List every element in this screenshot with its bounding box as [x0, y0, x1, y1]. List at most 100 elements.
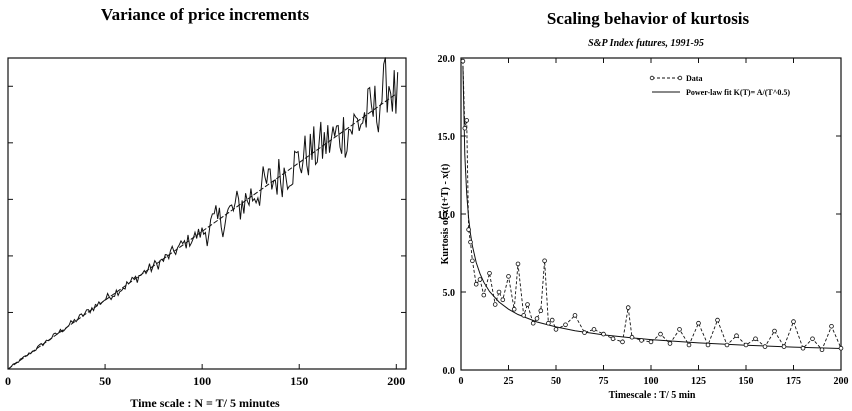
kurtosis-data-point	[511, 306, 517, 312]
kurtosis-y-tick-label: 10.0	[438, 210, 456, 221]
kurtosis-data-point	[481, 292, 487, 298]
kurtosis-data-point	[620, 339, 625, 345]
kurtosis-x-tick-label: 200	[834, 376, 849, 387]
kurtosis-data-point	[800, 345, 806, 351]
kurtosis-data-point	[542, 258, 547, 264]
variance-plot-frame	[7, 57, 407, 370]
kurtosis-data-point	[530, 320, 536, 326]
kurtosis-x-tick-label: 50	[551, 376, 561, 387]
kurtosis-data-point	[487, 270, 492, 276]
kurtosis-data-point	[462, 125, 468, 131]
kurtosis-data-point	[515, 261, 521, 267]
kurtosis-data-point	[477, 277, 483, 282]
kurtosis-data-point	[549, 317, 555, 323]
kurtosis-data-point	[572, 313, 578, 318]
kurtosis-data-point	[772, 328, 777, 334]
kurtosis-x-axis-label: Timescale : T/ 5 min	[609, 390, 696, 401]
kurtosis-x-tick-label: 125	[691, 376, 706, 387]
variance-chart: Variance of price increments 0 50 100 150 20…	[5, 5, 407, 410]
kurtosis-legend: Data Power-law fit K(T)= A/(T^0.5)	[649, 74, 790, 97]
kurtosis-data-point	[546, 320, 551, 326]
legend-data-marker	[677, 75, 683, 81]
kurtosis-x-ticks: 0 25 50 75 100 125 150 175 200	[459, 58, 849, 387]
kurtosis-x-tick-label: 100	[644, 376, 659, 387]
variance-data-line	[7, 57, 399, 370]
kurtosis-data-point	[525, 302, 530, 307]
kurtosis-data-point	[781, 344, 787, 349]
legend-data-marker	[649, 75, 655, 81]
kurtosis-data-point	[582, 330, 587, 335]
kurtosis-data-point	[734, 333, 739, 339]
kurtosis-data-point	[658, 331, 663, 337]
kurtosis-y-tick-label: 0.0	[443, 366, 456, 377]
kurtosis-chart: Scaling behavior of kurtosis S&P Index f…	[438, 9, 849, 401]
kurtosis-data-point	[724, 342, 730, 348]
kurtosis-data-point	[810, 336, 815, 342]
kurtosis-data-point	[538, 308, 544, 314]
variance-y-tick-marks	[8, 85, 406, 313]
variance-fit-line	[7, 93, 397, 370]
kurtosis-data-point	[762, 344, 768, 349]
kurtosis-chart-title: Scaling behavior of kurtosis	[547, 9, 750, 28]
kurtosis-data-point	[686, 342, 692, 348]
kurtosis-data-point	[625, 305, 631, 310]
kurtosis-x-tick-label: 75	[599, 376, 609, 387]
kurtosis-data-point	[492, 302, 498, 307]
kurtosis-fit-line	[462, 65, 842, 349]
kurtosis-data-point	[829, 323, 834, 329]
kurtosis-x-tick-label: 25	[504, 376, 514, 387]
kurtosis-chart-subtitle: S&P Index futures, 1991-95	[588, 38, 704, 49]
kurtosis-data-point	[791, 319, 796, 324]
variance-x-tick-label: 200	[387, 374, 405, 388]
variance-chart-title: Variance of price increments	[101, 5, 310, 24]
kurtosis-data-point	[610, 336, 616, 342]
kurtosis-data-point	[466, 227, 471, 232]
kurtosis-data-point	[677, 327, 682, 332]
kurtosis-data-point	[715, 317, 720, 323]
variance-series-group	[7, 57, 399, 370]
kurtosis-data-point	[521, 313, 526, 318]
kurtosis-data-point	[464, 118, 470, 123]
kurtosis-data-point	[563, 322, 568, 328]
kurtosis-x-tick-label: 0	[459, 376, 464, 387]
kurtosis-data-point	[639, 338, 644, 343]
kurtosis-plot-frame	[460, 57, 842, 371]
kurtosis-data-point	[553, 327, 559, 332]
kurtosis-data-line	[462, 61, 842, 351]
kurtosis-y-tick-label: 15.0	[438, 132, 456, 143]
kurtosis-data-point	[601, 331, 606, 337]
legend-data-label: Data	[686, 74, 702, 83]
kurtosis-data-point	[629, 334, 635, 340]
legend-fit-label: Power-law fit K(T)= A/(T^0.5)	[686, 88, 790, 97]
variance-x-tick-label: 50	[99, 374, 111, 388]
kurtosis-y-ticks: 0.0 5.0 10.0 15.0 20.0	[438, 54, 841, 377]
kurtosis-data-point	[705, 342, 711, 348]
variance-x-axis-label: Time scale : N = T/ 5 minutes	[130, 396, 280, 410]
kurtosis-data-point	[500, 297, 506, 303]
variance-x-ticks: 0 50 100 150 200	[5, 364, 405, 388]
kurtosis-data-point	[696, 320, 701, 326]
kurtosis-data-point	[470, 258, 475, 264]
kurtosis-y-tick-label: 5.0	[443, 288, 456, 299]
variance-x-tick-label: 0	[5, 374, 11, 388]
kurtosis-data-point	[534, 316, 540, 321]
kurtosis-data-point	[743, 342, 749, 348]
kurtosis-y-tick-label: 20.0	[438, 54, 456, 65]
kurtosis-x-tick-label: 175	[786, 376, 801, 387]
kurtosis-data-point	[496, 289, 502, 295]
kurtosis-data-point	[473, 281, 479, 287]
kurtosis-data-point	[460, 58, 466, 64]
kurtosis-data-point	[753, 336, 758, 342]
kurtosis-x-tick-label: 150	[739, 376, 754, 387]
kurtosis-data-point	[819, 347, 825, 353]
kurtosis-y-axis-label: Kurtosis of x(t+T) - x(t)	[440, 164, 451, 265]
kurtosis-series-group	[460, 58, 844, 353]
kurtosis-data-point	[667, 341, 673, 346]
kurtosis-data-point	[468, 239, 473, 245]
kurtosis-data-point	[506, 274, 511, 279]
variance-x-tick-label: 150	[290, 374, 308, 388]
variance-x-tick-label: 100	[193, 374, 211, 388]
kurtosis-data-point	[838, 345, 844, 351]
kurtosis-data-point	[591, 327, 597, 332]
